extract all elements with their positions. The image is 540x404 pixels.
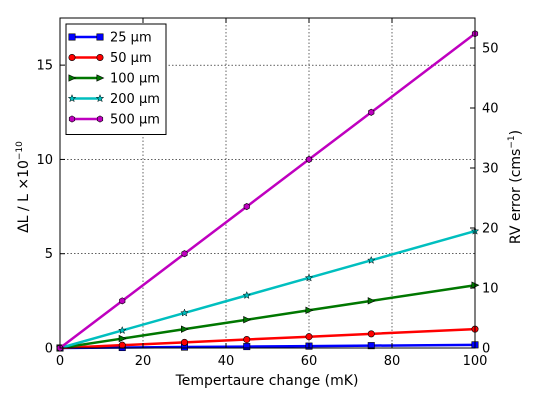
grid: [60, 18, 475, 348]
legend: 25 µm 50 µm 100 µm 200 µm 500 µm: [65, 23, 167, 135]
data-point: [305, 306, 314, 314]
legend-label: 100 µm: [110, 72, 160, 87]
data-point: [366, 255, 376, 264]
legend-marker: [96, 33, 104, 41]
right-y-tick-label: 30: [482, 162, 499, 177]
legend-marker: [68, 33, 76, 41]
data-point: [181, 325, 189, 333]
data-point: [304, 273, 314, 282]
legend-marker: [68, 53, 76, 61]
legend-marker: [96, 74, 105, 82]
data-point: [119, 297, 126, 305]
legend-marker: [68, 74, 77, 82]
legend-marker: [96, 53, 104, 61]
data-point: [243, 336, 251, 344]
y-tick-label: 15: [36, 59, 53, 74]
data-point: [117, 325, 127, 335]
data-point: [368, 108, 375, 116]
legend-marker: [96, 115, 104, 123]
legend-entry: 200 µm: [67, 92, 160, 107]
data-point: [305, 333, 313, 341]
x-tick-label: 60: [301, 354, 318, 369]
legend-entry: 50 µm: [68, 51, 152, 66]
data-point: [305, 155, 313, 163]
series-4: [56, 30, 479, 352]
y-tick-label: 10: [36, 153, 53, 168]
legend-label: 50 µm: [110, 51, 152, 66]
data-point: [242, 290, 252, 300]
legend-marker: [95, 93, 105, 103]
right-y-tick-label: 40: [482, 102, 499, 117]
data-point: [118, 341, 126, 349]
data-point: [367, 330, 375, 338]
legend-label: 500 µm: [110, 113, 160, 128]
legend-label: 200 µm: [110, 92, 160, 107]
legend-marker: [67, 93, 77, 103]
y-tick-label: 0: [45, 342, 53, 357]
data-point: [118, 334, 127, 343]
series-2: [56, 281, 480, 352]
legend-label: 25 µm: [110, 31, 152, 46]
data-point: [243, 316, 252, 324]
legend-entry: 500 µm: [68, 113, 160, 128]
plot-frame: [59, 17, 476, 349]
data-point: [367, 297, 376, 305]
data-point: [180, 308, 189, 317]
data-point: [243, 203, 250, 211]
right-y-tick-label: 10: [482, 282, 499, 297]
x-tick-label: 80: [384, 354, 401, 369]
legend-entry: 25 µm: [68, 31, 152, 46]
x-axis-label: Tempertaure change (mK): [175, 373, 359, 389]
right-y-tick-label: 50: [482, 42, 499, 57]
right-y-tick-label: 20: [482, 222, 499, 237]
data-point: [367, 342, 375, 350]
data-point: [181, 250, 188, 258]
x-tick-label: 0: [56, 354, 64, 369]
legend-marker: [68, 115, 76, 123]
x-tick-label: 40: [218, 354, 235, 369]
x-tick-label: 100: [463, 354, 488, 369]
right-y-axis-label: RV error (cms−1): [507, 130, 524, 244]
data-point: [243, 343, 251, 351]
right-y-tick-label: 0: [482, 342, 490, 357]
x-tick-label: 20: [135, 354, 152, 369]
data-point: [181, 338, 189, 346]
y-axis-label: ΔL / L ×10−10: [15, 141, 32, 233]
y-tick-label: 5: [45, 247, 53, 262]
legend-entry: 100 µm: [68, 72, 160, 87]
